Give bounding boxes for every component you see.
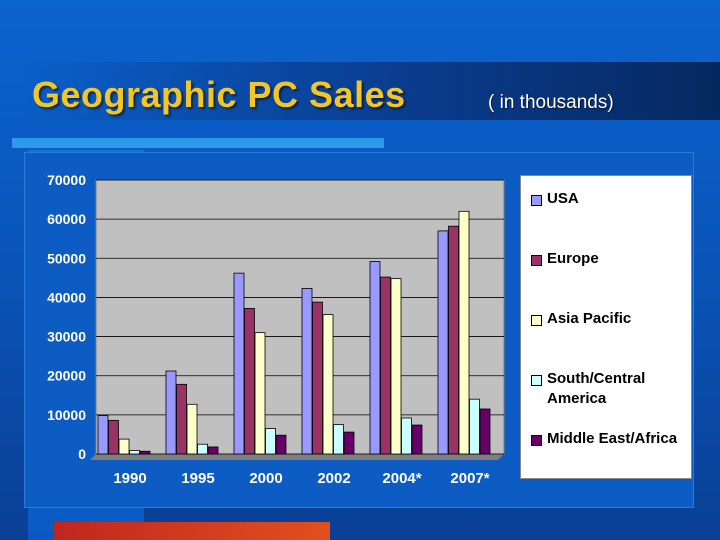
accent-bar (12, 138, 384, 148)
bar (390, 278, 402, 455)
legend-swatch (531, 375, 542, 386)
legend-item: Europe (531, 249, 599, 269)
bar (129, 450, 140, 455)
y-tick-label: 60000 (47, 211, 86, 227)
legend-label: Europe (547, 250, 599, 267)
bar (333, 424, 344, 455)
plot-area (95, 179, 505, 455)
legend-swatch (531, 195, 542, 206)
legend-label: Middle East/Africa (547, 430, 678, 447)
plot-floor (90, 454, 504, 460)
y-tick-label: 70000 (47, 172, 86, 188)
bar (322, 314, 334, 455)
bar (312, 301, 323, 455)
bar (186, 403, 198, 455)
x-tick-label: 2007* (450, 470, 489, 487)
x-tick-label: 2004* (382, 470, 421, 487)
legend-item: USA (531, 189, 579, 209)
bar (265, 428, 276, 455)
chart-legend: USA Europe Asia Pacific South/Central Ameri… (520, 175, 692, 479)
bar (369, 261, 381, 455)
bar (118, 438, 130, 455)
y-tick-label: 0 (78, 446, 86, 462)
bar (165, 370, 177, 455)
bar (448, 225, 459, 455)
bar (437, 230, 449, 455)
bar (254, 332, 266, 455)
bar (380, 276, 391, 455)
bar (343, 431, 355, 455)
bar (244, 307, 255, 455)
orange-accent-bar (54, 522, 330, 540)
bar (207, 446, 219, 455)
x-tick-label: 1995 (181, 470, 214, 487)
bar (411, 424, 423, 455)
y-tick-label: 50000 (47, 250, 86, 266)
y-tick-label: 30000 (47, 329, 86, 345)
legend-label: Asia Pacific (547, 310, 632, 327)
legend-swatch (531, 315, 542, 326)
title-band (22, 62, 720, 120)
bar (401, 417, 412, 455)
x-tick-label: 2000 (249, 470, 282, 487)
bar (275, 434, 287, 455)
legend-label: USA (547, 190, 579, 207)
slide-title: Geographic PC Sales (32, 74, 406, 115)
legend-item: Middle East/Africa (531, 429, 687, 449)
slide-subtitle: ( in thousands) (488, 92, 614, 113)
bar (233, 272, 245, 455)
bar (197, 443, 208, 455)
bar (469, 398, 480, 455)
legend-item: Asia Pacific (531, 309, 631, 329)
legend-swatch (531, 435, 542, 446)
bar (176, 383, 187, 455)
x-tick-label: 2002 (317, 470, 350, 487)
x-tick-label: 1990 (113, 470, 146, 487)
legend-item: South/Central America (531, 369, 687, 409)
y-tick-label: 20000 (47, 368, 86, 384)
bar (458, 210, 470, 455)
y-tick-label: 10000 (47, 407, 86, 423)
bar (97, 415, 109, 455)
y-tick-label: 40000 (47, 289, 86, 305)
bar (479, 408, 491, 455)
bar (301, 288, 313, 455)
legend-label: South/Central America (547, 370, 646, 407)
legend-swatch (531, 255, 542, 266)
bar (139, 450, 151, 455)
bar (108, 419, 119, 455)
